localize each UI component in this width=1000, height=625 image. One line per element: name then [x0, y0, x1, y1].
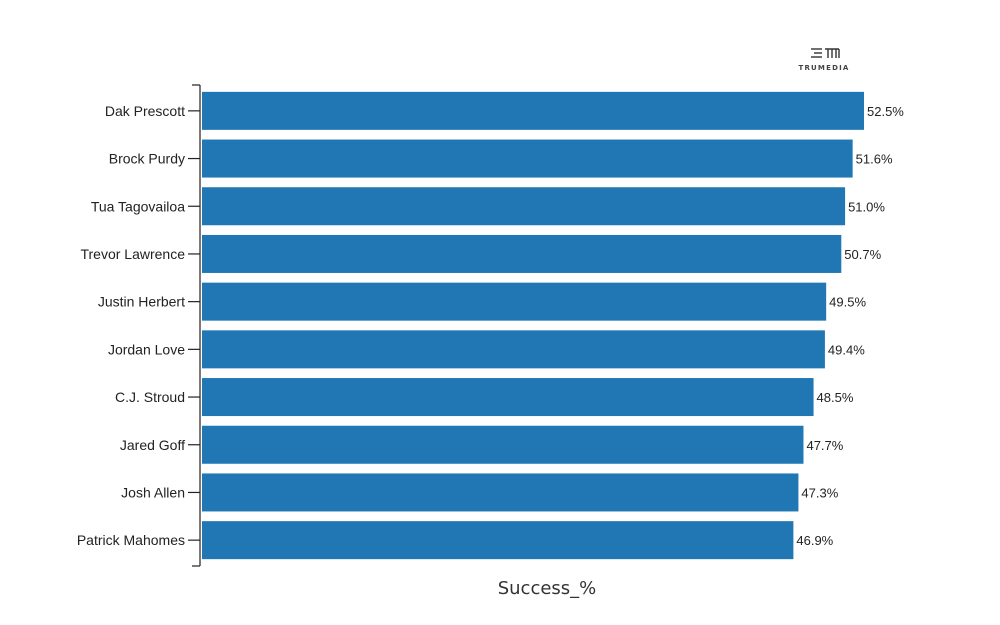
- bar: [202, 330, 825, 369]
- y-tick-label: C.J. Stroud: [115, 389, 185, 405]
- y-axis: [188, 84, 201, 567]
- x-axis-title: Success_%: [498, 578, 597, 599]
- bar: [202, 378, 814, 417]
- y-tick-label: Justin Herbert: [98, 294, 185, 310]
- bars-layer: [202, 91, 864, 560]
- data-label: 49.4%: [828, 342, 865, 357]
- data-label: 47.3%: [801, 485, 838, 500]
- y-tick-label: Brock Purdy: [109, 151, 185, 167]
- logo: TRUMEDIA: [798, 48, 849, 72]
- data-label: 51.6%: [856, 152, 893, 167]
- y-tick-label: Dak Prescott: [105, 103, 185, 119]
- trumedia-logo-icon: [811, 48, 840, 58]
- y-tick-label: Jordan Love: [108, 341, 185, 357]
- bar: [202, 139, 853, 178]
- data-label: 51.0%: [848, 199, 885, 214]
- y-tick-label: Jared Goff: [120, 437, 185, 453]
- data-label: 49.5%: [829, 295, 866, 310]
- data-label: 52.5%: [867, 104, 904, 119]
- y-tick-label: Trevor Lawrence: [80, 246, 185, 262]
- bar: [202, 473, 799, 512]
- data-label: 48.5%: [817, 390, 854, 405]
- data-label: 47.7%: [806, 438, 843, 453]
- y-tick-label: Josh Allen: [121, 484, 185, 500]
- bar: [202, 91, 864, 130]
- bar: [202, 187, 846, 226]
- bar: [202, 425, 804, 464]
- logo-text: TRUMEDIA: [798, 64, 849, 72]
- y-tick-label: Patrick Mahomes: [77, 532, 185, 548]
- data-label: 50.7%: [844, 247, 881, 262]
- bar: [202, 234, 842, 273]
- labels-layer: Dak Prescott 52.5% Brock Purdy 51.6% Tua Tag…: [77, 103, 904, 548]
- y-tick-label: Tua Tagovailoa: [91, 198, 185, 214]
- data-label: 46.9%: [796, 533, 833, 548]
- bar: [202, 521, 794, 560]
- bar: [202, 282, 827, 321]
